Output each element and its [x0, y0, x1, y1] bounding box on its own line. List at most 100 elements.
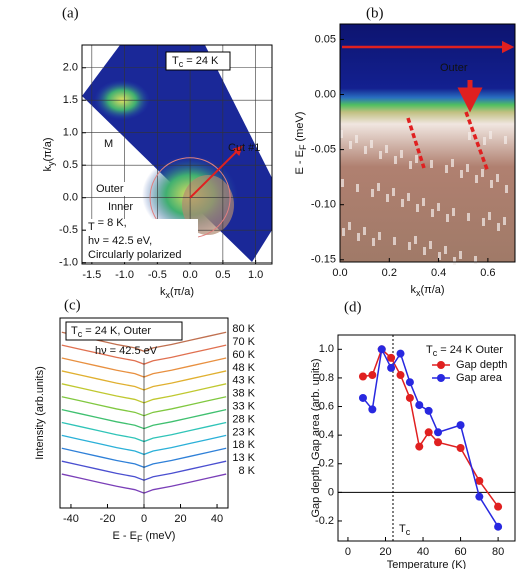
annotation-bg — [86, 219, 198, 262]
data-point — [368, 405, 377, 414]
x-tick-label: 0.0 — [332, 267, 347, 279]
x-axis-label-part: E - E — [113, 530, 137, 542]
y-tick-label: -0.15 — [311, 254, 336, 266]
y-tick-label: 0.2 — [319, 458, 334, 470]
annotation-part: c — [78, 329, 83, 339]
annotation: Circularly polarized — [88, 249, 182, 261]
data-point — [424, 406, 433, 415]
map-speckle — [483, 137, 486, 145]
data-point — [475, 476, 484, 485]
x-axis-label-part: k — [160, 286, 166, 298]
map-speckle — [386, 194, 389, 202]
series-label: 33 K — [232, 401, 255, 413]
map-speckle — [452, 208, 455, 216]
cut-arrow — [189, 145, 243, 199]
data-point — [415, 401, 424, 410]
data-point — [475, 492, 484, 501]
y-tick-label: 1.0 — [63, 127, 78, 139]
legend-title: Tc = 24 K Outer — [426, 344, 503, 358]
map-speckle — [400, 150, 403, 158]
y-tick-label: -0.2 — [315, 515, 334, 527]
y-axis-label: ky(π/a) — [42, 137, 56, 171]
map-speckle — [423, 247, 426, 255]
map-speckle — [415, 155, 418, 163]
annotation: M — [104, 138, 113, 150]
map-speckle — [468, 132, 471, 140]
annotation-part: = 8 K, — [95, 217, 127, 229]
data-point — [494, 522, 503, 531]
annotation-part: = 24 K — [183, 55, 219, 67]
x-tick-label: -1.5 — [82, 269, 101, 281]
annotation: T = 8 K, — [88, 217, 127, 233]
data-point — [396, 371, 405, 380]
x-axis-label-part: (meV) — [142, 530, 175, 542]
dashed-line — [406, 117, 426, 169]
data-point — [387, 363, 396, 372]
plot-frame — [339, 23, 516, 263]
map-speckle — [481, 169, 484, 177]
map-speckle — [377, 183, 380, 191]
map-speckle — [453, 257, 456, 265]
y-tick-label: 0.4 — [319, 429, 334, 441]
series-label: 48 K — [232, 362, 255, 374]
annotation: Tc = 24 K — [172, 55, 219, 69]
x-tick-label: 1.0 — [248, 269, 263, 281]
data-point — [377, 345, 386, 354]
y-tick-label: 1.0 — [319, 343, 334, 355]
map-speckle — [379, 151, 382, 159]
data-point — [456, 421, 465, 430]
legend-marker — [437, 374, 445, 382]
map-speckle — [356, 184, 359, 192]
map-speckle — [371, 189, 374, 197]
annotation-bg — [94, 182, 128, 196]
data-point — [456, 444, 465, 453]
data-line — [362, 346, 499, 528]
map-speckle — [385, 145, 388, 153]
annotation: Outer — [96, 183, 124, 195]
legend-title-part: = 24 K Outer — [437, 344, 503, 356]
y-tick-label: -0.5 — [59, 224, 78, 236]
annotation: hν = 42.5 eV, — [88, 235, 152, 247]
x-axis-label: Temperature (K) — [387, 559, 466, 569]
data-line — [362, 347, 499, 508]
annotation: Outer — [440, 62, 468, 74]
y-axis-label-part: (π/a) — [42, 137, 54, 161]
map-speckle — [422, 198, 425, 206]
series-label: 23 K — [232, 426, 255, 438]
map-speckle — [451, 159, 454, 167]
x-tick-label: -1.0 — [115, 269, 134, 281]
annotation-part: T — [172, 55, 179, 67]
y-tick-label: -1.0 — [59, 257, 78, 269]
series-label: 28 K — [232, 413, 255, 425]
panel-label: (a) — [62, 5, 79, 21]
map-speckle — [409, 161, 412, 169]
map-speckle — [431, 209, 434, 217]
y-axis-label-part: y — [46, 161, 56, 166]
data-point — [405, 378, 414, 387]
annotation: Inner — [108, 201, 133, 213]
series-label: 8 K — [238, 465, 255, 477]
map-speckle — [340, 130, 343, 138]
x-tick-label: -40 — [63, 513, 79, 525]
map-speckle — [378, 232, 381, 240]
x-tick-label: 60 — [454, 546, 466, 558]
legend-title-part: T — [426, 344, 433, 356]
y-tick-label: 0.05 — [315, 33, 336, 45]
tc-label: Tc — [399, 523, 411, 537]
legend-marker — [437, 361, 445, 369]
map-speckle — [392, 188, 395, 196]
map-speckle — [446, 214, 449, 222]
spectrum-map — [340, 24, 515, 262]
data-point — [494, 502, 503, 511]
series-label: 18 K — [232, 439, 255, 451]
map-speckle — [394, 156, 397, 164]
x-tick-label: -0.5 — [148, 269, 167, 281]
x-axis-label-part: x — [165, 290, 170, 300]
annotation-part: T — [88, 221, 95, 233]
data-point — [396, 349, 405, 358]
map-speckle — [490, 180, 493, 188]
series-label: 13 K — [232, 452, 255, 464]
map-speckle — [438, 252, 441, 260]
data-point — [405, 393, 414, 402]
